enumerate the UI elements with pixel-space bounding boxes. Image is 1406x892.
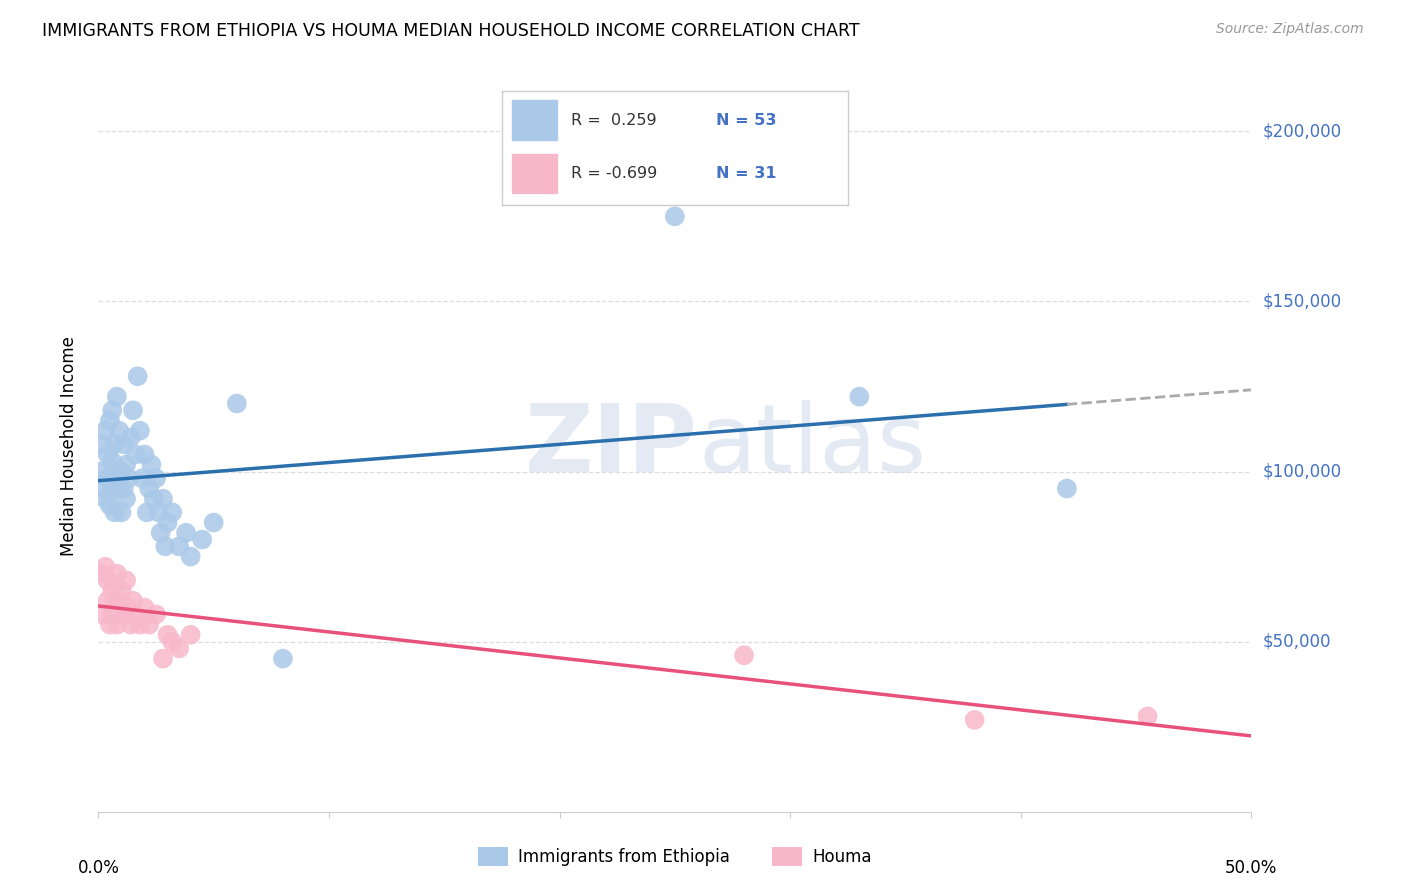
Point bbox=[90, 566, 112, 581]
Point bbox=[97, 594, 120, 608]
Point bbox=[94, 559, 117, 574]
Point bbox=[733, 648, 755, 663]
Point bbox=[90, 465, 112, 479]
Point bbox=[160, 634, 183, 648]
Point bbox=[145, 607, 167, 622]
Text: $200,000: $200,000 bbox=[1263, 122, 1341, 140]
Text: ZIP: ZIP bbox=[524, 400, 697, 492]
Text: 50.0%: 50.0% bbox=[1225, 859, 1278, 878]
Text: Source: ZipAtlas.com: Source: ZipAtlas.com bbox=[1216, 22, 1364, 37]
Point bbox=[225, 396, 247, 410]
Point bbox=[1136, 709, 1159, 723]
Point bbox=[112, 437, 135, 451]
Point bbox=[98, 499, 121, 513]
Point bbox=[120, 617, 142, 632]
Point bbox=[103, 437, 125, 451]
Point bbox=[101, 403, 124, 417]
Point bbox=[108, 482, 131, 496]
Point bbox=[101, 607, 124, 622]
Point bbox=[152, 491, 174, 506]
Point bbox=[155, 540, 177, 554]
Point bbox=[108, 424, 131, 438]
Point bbox=[180, 628, 202, 642]
Point bbox=[134, 600, 156, 615]
Point bbox=[138, 482, 160, 496]
Point bbox=[101, 583, 124, 598]
Point bbox=[149, 525, 172, 540]
Legend: Immigrants from Ethiopia, Houma: Immigrants from Ethiopia, Houma bbox=[471, 840, 879, 873]
Point bbox=[101, 454, 124, 468]
Point bbox=[101, 482, 124, 496]
Point bbox=[131, 471, 153, 485]
Point bbox=[98, 413, 121, 427]
Text: 0.0%: 0.0% bbox=[77, 859, 120, 878]
Point bbox=[105, 617, 128, 632]
Point bbox=[142, 491, 165, 506]
Point bbox=[124, 607, 146, 622]
Point bbox=[148, 505, 170, 519]
Point bbox=[127, 369, 149, 384]
Point bbox=[112, 482, 135, 496]
Point bbox=[848, 390, 870, 404]
Text: IMMIGRANTS FROM ETHIOPIA VS HOUMA MEDIAN HOUSEHOLD INCOME CORRELATION CHART: IMMIGRANTS FROM ETHIOPIA VS HOUMA MEDIAN… bbox=[42, 22, 860, 40]
Point bbox=[110, 505, 132, 519]
Point bbox=[156, 628, 179, 642]
Point bbox=[174, 525, 197, 540]
Text: $50,000: $50,000 bbox=[1263, 632, 1331, 650]
Point bbox=[191, 533, 214, 547]
Point bbox=[110, 465, 132, 479]
Point bbox=[122, 403, 145, 417]
Point bbox=[145, 471, 167, 485]
Point bbox=[103, 594, 125, 608]
Point bbox=[160, 505, 183, 519]
Point bbox=[129, 617, 152, 632]
Text: $100,000: $100,000 bbox=[1263, 463, 1341, 481]
Point bbox=[103, 505, 125, 519]
Point bbox=[110, 583, 132, 598]
Point bbox=[105, 390, 128, 404]
Point bbox=[115, 491, 138, 506]
Point bbox=[98, 617, 121, 632]
Point bbox=[156, 516, 179, 530]
Point bbox=[1056, 482, 1078, 496]
Point bbox=[94, 491, 117, 506]
Point bbox=[97, 574, 120, 588]
Point bbox=[664, 210, 686, 224]
Point bbox=[963, 713, 986, 727]
Point bbox=[129, 424, 152, 438]
Point bbox=[180, 549, 202, 564]
Point bbox=[122, 594, 145, 608]
Point bbox=[105, 566, 128, 581]
Point bbox=[167, 540, 190, 554]
Point bbox=[94, 424, 117, 438]
Point bbox=[105, 465, 128, 479]
Point bbox=[117, 471, 139, 485]
Point bbox=[134, 448, 156, 462]
Point bbox=[152, 651, 174, 665]
Point bbox=[91, 437, 114, 451]
Point bbox=[115, 574, 138, 588]
Point bbox=[271, 651, 294, 665]
Point bbox=[124, 448, 146, 462]
Point bbox=[138, 617, 160, 632]
Point bbox=[117, 600, 139, 615]
Point bbox=[91, 482, 114, 496]
Point bbox=[97, 448, 120, 462]
Point bbox=[167, 641, 190, 656]
Text: atlas: atlas bbox=[697, 400, 927, 492]
Point bbox=[135, 505, 157, 519]
Point bbox=[91, 607, 114, 622]
Point bbox=[112, 607, 135, 622]
Point bbox=[120, 430, 142, 444]
Point bbox=[115, 458, 138, 472]
Point bbox=[141, 458, 163, 472]
Point bbox=[108, 594, 131, 608]
Point bbox=[202, 516, 225, 530]
Text: $150,000: $150,000 bbox=[1263, 293, 1341, 310]
Point bbox=[97, 471, 120, 485]
Y-axis label: Median Household Income: Median Household Income bbox=[59, 336, 77, 556]
